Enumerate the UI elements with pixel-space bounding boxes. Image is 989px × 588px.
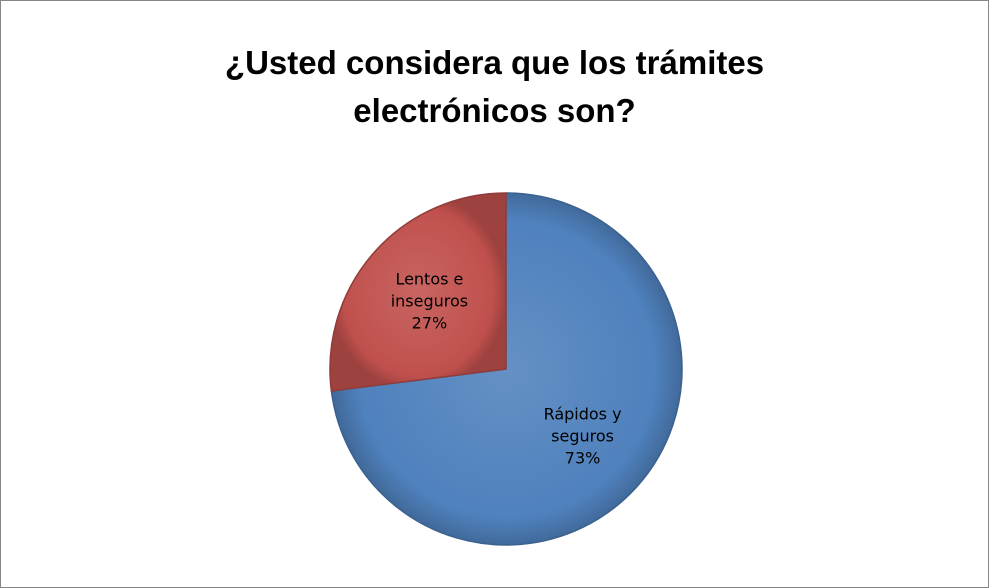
slice-name-label-0: Rápidos y: [544, 405, 622, 424]
slice-value-label-1: 27%: [412, 313, 448, 332]
slice-value-label-0: 73%: [565, 449, 601, 468]
slice-name-label-1: Lentos e: [395, 269, 463, 288]
slice-name-label-0: seguros: [551, 427, 614, 446]
slice-name-label-1: inseguros: [391, 291, 468, 310]
